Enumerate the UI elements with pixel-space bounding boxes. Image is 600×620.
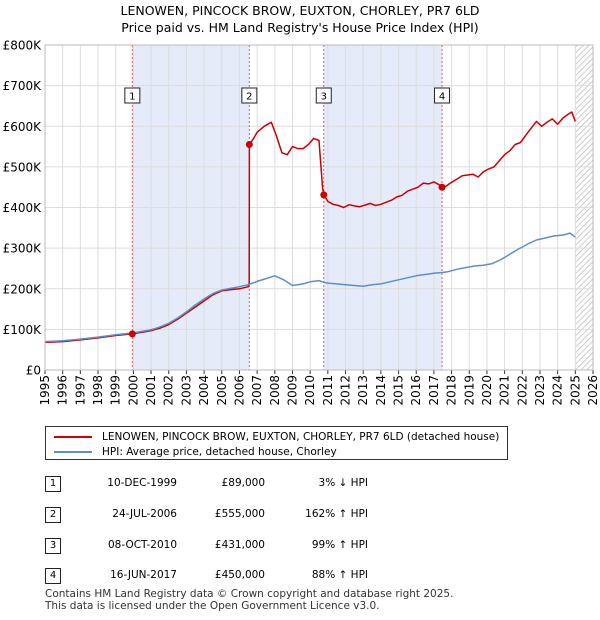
y-tick-label: £600K <box>3 120 43 134</box>
legend-item-property: LENOWEN, PINCOCK BROW, EUXTON, CHORLEY, … <box>54 430 499 444</box>
sale-row: 1 10-DEC-1999 £89,000 3% ↓ HPI <box>45 476 465 492</box>
sale-price: £431,000 <box>214 539 265 551</box>
y-tick-label: £200K <box>3 282 43 296</box>
footer-line1: Contains HM Land Registry data © Crown c… <box>45 588 454 600</box>
x-tick-label: 2011 <box>321 375 335 406</box>
sale-point <box>128 330 136 338</box>
x-tick-label: 2000 <box>126 375 140 406</box>
footer-line2: This data is licensed under the Open Gov… <box>45 600 380 612</box>
sale-marker-box <box>241 87 258 104</box>
x-tick-label: 2004 <box>197 375 211 406</box>
chart-title-line1: LENOWEN, PINCOCK BROW, EUXTON, CHORLEY, … <box>120 3 480 18</box>
sale-marker-box <box>124 87 141 104</box>
x-tick-label: 2019 <box>462 375 476 406</box>
legend-item-hpi: HPI: Average price, detached house, Chor… <box>54 445 337 459</box>
legend-swatch-property <box>54 436 92 438</box>
x-tick-label: 1999 <box>109 375 123 406</box>
x-tick-label: 2024 <box>551 375 565 406</box>
sale-marker-label: 3 <box>321 92 327 103</box>
x-tick-label: 2014 <box>374 375 388 406</box>
legend-label-property: LENOWEN, PINCOCK BROW, EUXTON, CHORLEY, … <box>102 431 500 443</box>
y-tick-label: £100K <box>3 323 43 337</box>
x-tick-label: 2020 <box>480 375 494 406</box>
sale-row: 3 08-OCT-2010 £431,000 99% ↑ HPI <box>45 538 465 554</box>
x-tick-label: 2001 <box>144 375 158 406</box>
legend-swatch-hpi <box>54 451 92 453</box>
sale-number-badge: 3 <box>45 538 61 554</box>
sale-price: £450,000 <box>214 569 265 581</box>
sale-hpi-change: 99% ↑ HPI <box>311 539 368 551</box>
sale-marker-box <box>434 87 451 104</box>
sale-point <box>320 191 328 199</box>
sale-row: 4 16-JUN-2017 £450,000 88% ↑ HPI <box>45 568 465 584</box>
x-tick-label: 2013 <box>356 375 370 406</box>
x-tick-label: 2009 <box>285 375 299 406</box>
footer-attribution: Contains HM Land Registry data © Crown c… <box>45 588 453 612</box>
y-tick-label: £700K <box>3 79 43 93</box>
sale-point <box>438 183 446 191</box>
y-tick-label: £500K <box>3 160 43 174</box>
legend-label-hpi: HPI: Average price, detached house, Chor… <box>102 446 337 458</box>
y-tick-label: £0 <box>26 364 41 378</box>
legend: LENOWEN, PINCOCK BROW, EUXTON, CHORLEY, … <box>45 426 508 460</box>
sale-hpi-change: 88% ↑ HPI <box>311 569 368 581</box>
sale-number-badge: 2 <box>45 507 61 523</box>
sale-date: 16-JUN-2017 <box>110 569 177 581</box>
x-tick-label: 2022 <box>515 375 529 406</box>
sale-number-badge: 4 <box>45 568 61 584</box>
y-tick-label: £400K <box>3 201 43 215</box>
sale-marker-label: 2 <box>246 92 252 103</box>
x-tick-label: 2025 <box>568 375 582 406</box>
x-tick-label: 1997 <box>73 375 87 406</box>
sale-point <box>245 141 253 149</box>
x-tick-label: 2015 <box>392 375 406 406</box>
x-tick-label: 2006 <box>232 375 246 406</box>
x-tick-label: 2016 <box>409 375 423 406</box>
y-tick-label: £300K <box>3 242 43 256</box>
sale-hpi-change: 3% ↓ HPI <box>318 477 368 489</box>
chart-title: LENOWEN, PINCOCK BROW, EUXTON, CHORLEY, … <box>0 2 600 36</box>
x-tick-label: 2003 <box>179 375 193 406</box>
x-tick-label: 2002 <box>162 375 176 406</box>
property-price-line <box>45 111 577 344</box>
sale-marker-box <box>315 87 332 104</box>
x-tick-label: 1995 <box>38 375 52 406</box>
sale-price: £555,000 <box>214 508 265 520</box>
sale-hpi-change: 162% ↑ HPI <box>305 508 368 520</box>
sale-price: £89,000 <box>221 477 265 489</box>
x-tick-label: 2018 <box>445 375 459 406</box>
sale-date: 08-OCT-2010 <box>108 539 177 551</box>
x-tick-label: 1996 <box>56 375 70 406</box>
sale-marker-label: 1 <box>129 92 135 103</box>
y-tick-label: £800K <box>3 39 43 53</box>
sale-marker-label: 4 <box>439 92 445 103</box>
x-tick-label: 2026 <box>586 375 600 406</box>
sale-row: 2 24-JUL-2006 £555,000 162% ↑ HPI <box>45 507 465 523</box>
x-tick-label: 1998 <box>91 375 105 406</box>
sale-number-badge: 1 <box>45 476 61 492</box>
sale-date: 24-JUL-2006 <box>112 508 177 520</box>
hpi-line <box>45 232 576 343</box>
price-chart: 1 2 3 4 £0 £100K £200K £300K £400K £500K £600K £70… <box>3 39 600 406</box>
x-tick-label: 2023 <box>533 375 547 406</box>
sale-date: 10-DEC-1999 <box>107 477 177 489</box>
x-tick-label: 2010 <box>303 375 317 406</box>
x-tick-label: 2012 <box>339 375 353 406</box>
x-tick-label: 2021 <box>498 375 512 406</box>
plot-border <box>44 44 594 371</box>
chart-title-line2: Price paid vs. HM Land Registry's House … <box>121 20 479 35</box>
x-tick-label: 2007 <box>250 375 264 406</box>
x-tick-label: 2008 <box>268 375 282 406</box>
x-tick-label: 2005 <box>215 375 229 406</box>
x-tick-label: 2017 <box>427 375 441 406</box>
